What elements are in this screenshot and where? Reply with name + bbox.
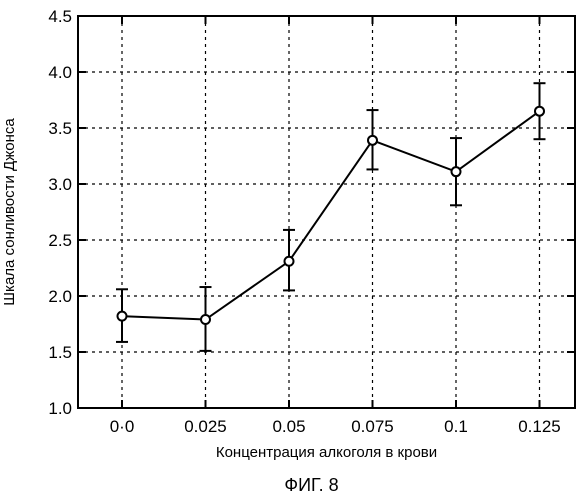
y-tick-label: 2.0 — [48, 287, 72, 306]
data-point — [283, 255, 295, 267]
x-tick-label: 0.125 — [518, 417, 561, 436]
x-tick-label: 0.075 — [351, 417, 394, 436]
data-point — [450, 166, 462, 178]
y-tick-label: 2.5 — [48, 231, 72, 250]
data-point — [200, 314, 211, 326]
grid-lines — [78, 16, 575, 408]
data-point — [534, 105, 545, 117]
data-series — [116, 82, 546, 352]
figure-caption: ФИГ. 8 — [284, 475, 338, 495]
y-tick-label: 1.5 — [48, 343, 72, 362]
y-axis-ticks: 1.0 1.5 2.0 2.5 3.0 3.5 4.0 4.5 — [48, 7, 575, 418]
x-axis-ticks: 0·0 0.025 0.05 0.075 0.1 0.125 — [110, 16, 561, 436]
x-tick-label: 0·0 — [110, 417, 135, 436]
data-point — [116, 310, 128, 322]
y-tick-label: 3.5 — [48, 119, 72, 138]
x-axis-label: Концентрация алкоголя в крови — [216, 444, 437, 461]
y-axis-label: Шкала сонливости Джонса — [1, 118, 18, 306]
x-tick-label: 0.1 — [444, 417, 468, 436]
data-point — [367, 134, 378, 146]
y-tick-label: 3.0 — [48, 175, 72, 194]
x-tick-label: 0.025 — [184, 417, 227, 436]
plot-frame — [77, 15, 576, 409]
x-tick-label: 0.05 — [272, 417, 305, 436]
y-tick-label: 1.0 — [48, 399, 72, 418]
series-line — [121, 110, 541, 321]
y-tick-label: 4.5 — [48, 7, 72, 26]
y-tick-label: 4.0 — [48, 63, 72, 82]
